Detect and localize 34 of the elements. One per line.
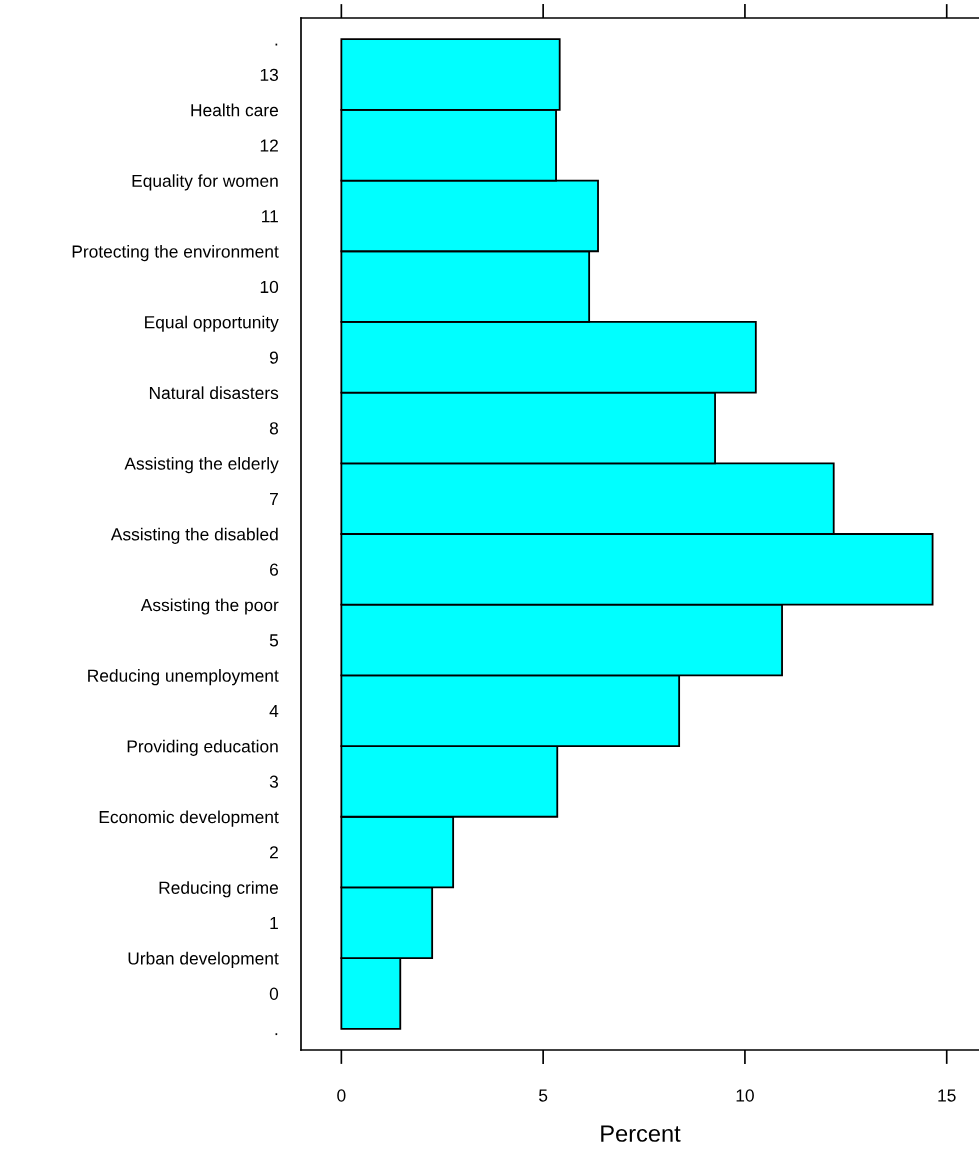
y-tick-label: Equality for women xyxy=(132,174,278,191)
y-tick-label: 6 xyxy=(270,563,279,576)
y-tick-label: 9 xyxy=(269,351,278,364)
y-tick-label: Providing education xyxy=(127,739,278,756)
y-tick-label: 13 xyxy=(260,68,279,82)
y-tick-label: 1 xyxy=(270,917,278,930)
y-tick-label: . xyxy=(275,43,278,46)
y-tick-label: Natural disasters xyxy=(149,386,279,400)
y-tick-label: 8 xyxy=(269,422,279,435)
y-tick-label: Reducing crime xyxy=(159,881,279,898)
y-tick-label: Reducing unemployment xyxy=(88,669,279,686)
y-tick-label: 12 xyxy=(260,139,278,152)
y-tick-label: 11 xyxy=(262,210,278,223)
x-tick-label: 10 xyxy=(736,1089,754,1102)
x-tick-label: 0 xyxy=(337,1089,346,1102)
y-tick-label: 5 xyxy=(269,634,279,647)
y-tick-label: . xyxy=(275,1033,278,1036)
y-tick-label: 3 xyxy=(269,775,279,788)
y-tick-label: 0 xyxy=(269,987,279,1000)
y-tick-label: Equal opportunity xyxy=(145,315,279,332)
x-tick-label: 15 xyxy=(938,1089,956,1102)
y-tick-label: Economic development xyxy=(99,810,279,827)
y-tick-label: 10 xyxy=(260,280,279,294)
y-tick-label: Assisting the disabled xyxy=(110,527,278,544)
y-tick-label: 4 xyxy=(269,705,279,717)
x-tick-label: 5 xyxy=(539,1089,548,1102)
x-axis-title: Percent xyxy=(601,1125,681,1142)
y-tick-label: Assisting the poor xyxy=(140,598,279,615)
y-tick-label: Assisting the elderly xyxy=(124,457,279,474)
y-tick-label: Protecting the environment xyxy=(72,244,279,262)
y-tick-label: Health care xyxy=(191,103,279,117)
y-tick-label: Urban development xyxy=(128,951,279,968)
y-tick-label: 2 xyxy=(270,846,278,859)
y-tick-label: 7 xyxy=(270,493,278,505)
